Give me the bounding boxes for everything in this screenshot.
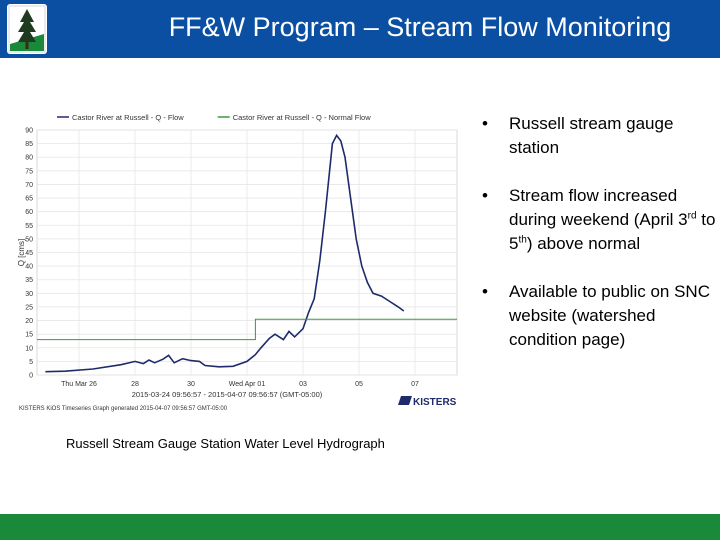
y-tick-label: 65 — [25, 196, 33, 203]
y-tick-label: 60 — [25, 209, 33, 216]
bullet-item: Available to public on SNC website (wate… — [482, 280, 718, 352]
x-tick-label: Thu Mar 26 — [61, 381, 97, 388]
y-axis-label: Q [cms] — [17, 239, 26, 267]
bullet-item: Russell stream gauge station — [482, 112, 718, 160]
page-title: FF&W Program – Stream Flow Monitoring — [168, 12, 672, 42]
date-range-label: 2015-03-24 09:56:57 - 2015-04-07 09:56:5… — [132, 390, 323, 399]
x-tick-label: 05 — [355, 381, 363, 388]
y-tick-label: 40 — [25, 264, 33, 271]
kisters-logo-icon — [398, 396, 412, 405]
y-tick-label: 90 — [25, 128, 33, 135]
legend-entry: Castor River at Russell - Q - Flow — [72, 113, 184, 122]
x-tick-label: 03 — [299, 381, 307, 388]
y-tick-label: 30 — [25, 291, 33, 298]
bullet-item: Stream flow increased during weekend (Ap… — [482, 184, 718, 256]
chart-caption: Russell Stream Gauge Station Water Level… — [66, 436, 385, 451]
y-tick-label: 0 — [29, 373, 33, 380]
bullet-text: Russell stream gauge station — [509, 114, 674, 157]
series-line — [45, 133, 405, 373]
pine-tree-logo-icon — [7, 4, 47, 54]
bullet-text-mid: to 5 — [509, 210, 716, 253]
y-tick-label: 20 — [25, 318, 33, 325]
legend-entry: Castor River at Russell - Q - Normal Flo… — [233, 113, 372, 122]
y-tick-label: 25 — [25, 304, 33, 311]
y-tick-label: 35 — [25, 277, 33, 284]
footer-bar — [0, 514, 720, 540]
y-tick-label: 80 — [25, 155, 33, 162]
y-tick-label: 85 — [25, 141, 33, 148]
x-tick-label: 07 — [411, 381, 419, 388]
y-tick-label: 10 — [25, 345, 33, 352]
hydrograph-chart: 051015202530354045505560657075808590Thu … — [17, 113, 458, 412]
y-tick-label: 45 — [25, 250, 33, 257]
x-tick-label: 30 — [187, 381, 195, 388]
bullet-text-post: ) above normal — [526, 234, 641, 253]
y-tick-label: 70 — [25, 182, 33, 189]
brand-label: KISTERS — [413, 397, 457, 408]
series-line — [37, 318, 457, 341]
bullet-list: Russell stream gauge station Stream flow… — [482, 112, 718, 376]
y-tick-label: 5 — [29, 359, 33, 366]
y-tick-label: 75 — [25, 168, 33, 175]
source-note: KISTERS KiOS Timeseries Graph generated … — [19, 406, 228, 412]
y-tick-label: 50 — [25, 236, 33, 243]
bullet-text: Available to public on SNC website (wate… — [509, 282, 710, 349]
y-tick-label: 55 — [25, 223, 33, 230]
x-tick-label: 28 — [131, 381, 139, 388]
header-bar — [0, 0, 720, 58]
bullet-text-pre: Stream flow increased during weekend (Ap… — [509, 186, 688, 229]
y-tick-label: 15 — [25, 332, 33, 339]
x-tick-label: Wed Apr 01 — [229, 381, 266, 388]
bullet-sup: th — [518, 234, 527, 246]
bullet-sup: rd — [687, 210, 697, 222]
